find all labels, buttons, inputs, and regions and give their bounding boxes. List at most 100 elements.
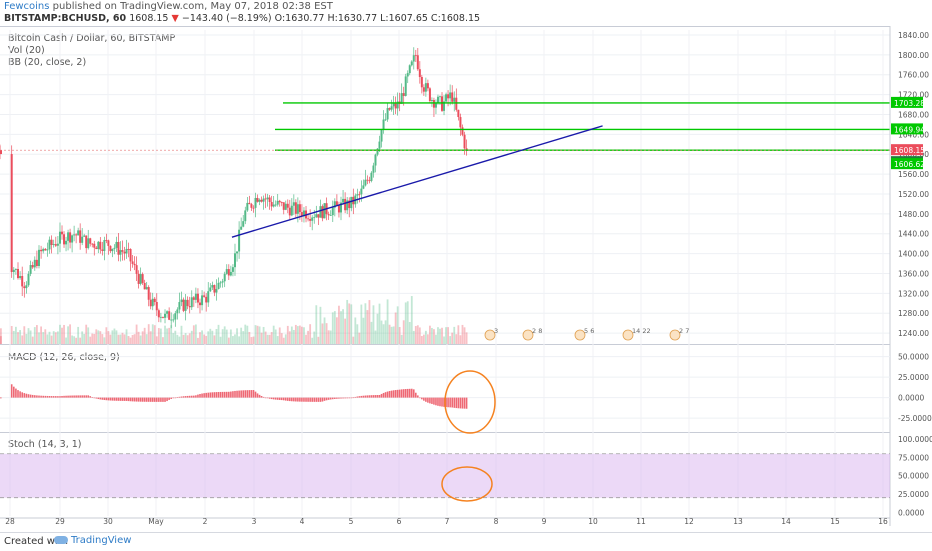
macd-histogram-bar xyxy=(93,397,96,399)
volume-bar xyxy=(294,324,297,344)
macd-histogram-bar xyxy=(295,397,297,402)
volume-bar xyxy=(73,336,76,344)
macd-histogram-bar xyxy=(55,396,57,398)
volume-bar xyxy=(338,305,340,344)
candle-body xyxy=(54,244,57,246)
volume-bar xyxy=(170,325,173,344)
macd-histogram-bar xyxy=(404,389,407,398)
macd-histogram-bar xyxy=(182,396,185,398)
volume-bar xyxy=(52,331,55,344)
price-axis-label: 1640.00 xyxy=(898,130,929,139)
candle-body xyxy=(192,297,195,300)
candle-body xyxy=(14,268,17,270)
macd-histogram-bar xyxy=(435,397,437,406)
volume-bar xyxy=(38,332,40,344)
candle-body xyxy=(159,316,162,318)
macd-histogram-bar xyxy=(21,392,23,398)
candle-body xyxy=(270,201,273,207)
macd-histogram-bar xyxy=(315,397,318,402)
candle-body xyxy=(337,204,340,213)
macd-histogram-bar xyxy=(91,397,94,398)
macd-histogram-bar xyxy=(121,397,124,401)
volume-bar xyxy=(31,336,34,344)
macd-histogram-bar xyxy=(207,392,210,398)
volume-bar xyxy=(197,337,199,344)
volume-bar xyxy=(211,330,214,344)
price-axis-label: 1760.00 xyxy=(898,71,929,80)
macd-histogram-bar xyxy=(382,392,385,398)
footer: Created with TradingView xyxy=(0,532,932,551)
author-link[interactable]: Fewcoins xyxy=(4,1,50,12)
time-axis-label: 9 xyxy=(542,517,547,526)
volume-bar xyxy=(59,324,61,344)
stoch-pane[interactable]: Stoch (14, 3, 1) xyxy=(0,432,890,517)
volume-bar xyxy=(93,333,96,344)
macd-histogram-bar xyxy=(455,397,458,409)
candle-body xyxy=(168,311,171,320)
symbol-line: BITSTAMP:BCHUSD, 60 1608.15 ▼ −143.40 (−… xyxy=(4,13,480,24)
candle-body xyxy=(258,199,261,202)
chart-canvas[interactable]: 3 2 8 5 6 14 22 2 7 1840.00 1800.00 1760.00 1720… xyxy=(0,0,932,532)
candle-body xyxy=(292,202,295,206)
candle-body xyxy=(79,230,82,243)
volume-bar xyxy=(270,332,273,344)
macd-histogram-bar xyxy=(268,397,271,399)
candle-body xyxy=(199,302,202,306)
volume-bar xyxy=(461,324,464,344)
volume-bar xyxy=(95,329,98,344)
candle-body xyxy=(449,92,452,99)
volume-bar xyxy=(305,334,307,344)
candle-body xyxy=(266,197,269,200)
macd-histogram-bar xyxy=(143,397,146,402)
macd-histogram-bar xyxy=(153,397,156,402)
volume-bar xyxy=(81,331,84,344)
volume-bar xyxy=(77,326,80,344)
volume-bar xyxy=(384,320,387,344)
macd-histogram-bar xyxy=(69,395,71,398)
tradingview-brand[interactable]: TradingView xyxy=(54,535,131,546)
volume-bar xyxy=(42,332,45,344)
volume-bar xyxy=(414,326,417,344)
candle-body xyxy=(188,306,191,308)
candle-body xyxy=(35,259,38,267)
candle-body xyxy=(59,231,61,244)
candle-body xyxy=(246,202,249,211)
price-tag-label: 1703.28 xyxy=(894,99,925,108)
cloud-icon xyxy=(54,536,68,544)
candle-body xyxy=(219,282,222,284)
candle-body xyxy=(99,241,102,250)
price-tag-label: 1608.15 xyxy=(894,146,925,155)
macd-histogram-bar xyxy=(115,397,118,401)
macd-histogram-bar xyxy=(396,389,399,398)
volume-bar xyxy=(333,311,336,344)
volume-bar xyxy=(242,331,245,344)
macd-pane[interactable]: MACD (12, 26, close, 9) xyxy=(0,344,890,433)
macd-histogram-bar xyxy=(125,397,128,401)
candle-body xyxy=(443,101,446,111)
macd-histogram-bar xyxy=(313,397,316,402)
volume-bar xyxy=(350,304,353,344)
volume-bar xyxy=(463,327,466,344)
macd-histogram-bar xyxy=(421,397,423,400)
volume-bar xyxy=(457,325,460,344)
candle-body xyxy=(182,299,185,311)
volume-bar xyxy=(327,330,330,344)
volume-bar xyxy=(46,334,49,344)
volume-bar xyxy=(207,331,210,344)
macd-histogram-bar xyxy=(188,395,191,398)
candle-body xyxy=(176,309,179,314)
candle-body xyxy=(356,194,359,196)
volume-bar xyxy=(309,324,312,344)
macd-histogram-bar xyxy=(117,397,120,401)
candle-body xyxy=(12,269,15,273)
price-legend: Bitcoin Cash / Dollar, 60, BITSTAMP Vol … xyxy=(8,33,175,69)
event-badge-icon xyxy=(574,329,586,341)
candle-body xyxy=(307,218,310,220)
volume-bar xyxy=(258,326,261,344)
price-pane[interactable]: Bitcoin Cash / Dollar, 60, BITSTAMP Vol … xyxy=(0,26,890,345)
macd-histogram-bar xyxy=(95,397,98,399)
candle-body xyxy=(151,298,154,307)
candle-body xyxy=(463,134,466,149)
macd-histogram-bar xyxy=(230,391,232,398)
candle-body xyxy=(402,93,405,96)
